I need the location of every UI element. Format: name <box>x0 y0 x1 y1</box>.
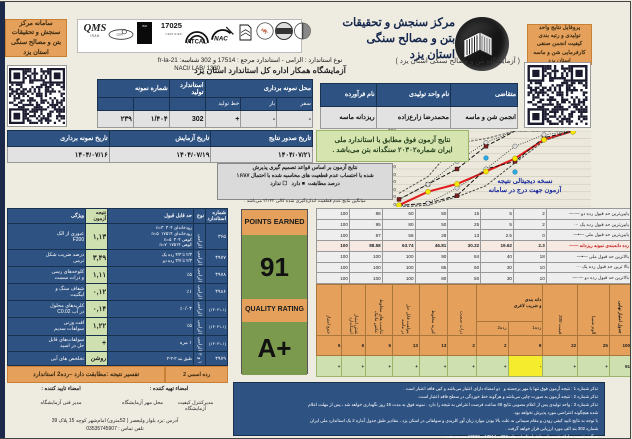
svg-text:NAC: NAC <box>214 35 228 42</box>
svg-text:CERT: CERT <box>116 33 123 37</box>
svg-text:🦘: 🦘 <box>261 27 270 35</box>
svg-text:ATCAL: ATCAL <box>187 39 207 45</box>
